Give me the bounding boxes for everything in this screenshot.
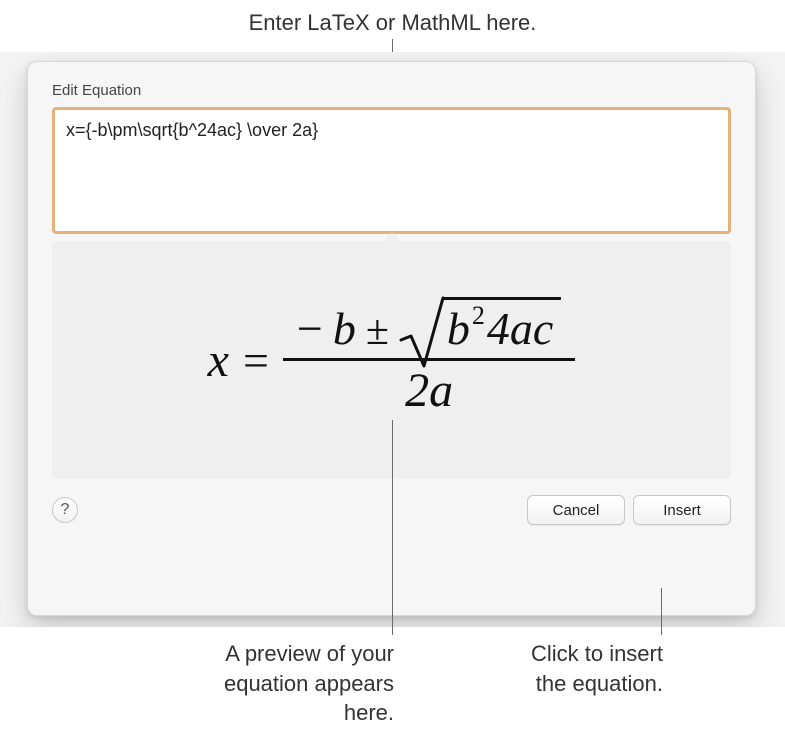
square-root: b24ac <box>399 308 561 352</box>
radicand-rest: 4ac <box>487 306 553 352</box>
callout-preview: A preview of your equation appears here. <box>222 639 394 728</box>
radical-icon <box>399 308 443 352</box>
equation-lhs: x <box>208 333 229 388</box>
latex-input-wrap <box>52 107 731 234</box>
dialog-title: Edit Equation <box>52 82 731 99</box>
radicand-b: b <box>447 306 470 352</box>
fraction: −b ± b24ac <box>283 306 575 415</box>
numerator: −b ± b24ac <box>283 306 575 358</box>
callout-line-preview <box>392 420 393 635</box>
radicand: b24ac <box>443 297 561 352</box>
radicand-exponent: 2 <box>472 303 485 329</box>
insert-button[interactable]: Insert <box>633 495 731 525</box>
latex-input[interactable] <box>56 111 727 225</box>
help-button[interactable]: ? <box>52 497 78 523</box>
preview-nub <box>384 233 400 241</box>
callout-insert: Click to insert the equation. <box>496 639 663 698</box>
minus-sign: − <box>297 306 323 352</box>
callout-top: Enter LaTeX or MathML here. <box>0 8 785 38</box>
equals-sign: = <box>243 334 269 387</box>
callout-line-insert <box>661 588 662 635</box>
rendered-equation: x = −b ± b24ac <box>208 306 576 415</box>
cancel-button[interactable]: Cancel <box>527 495 625 525</box>
plus-minus-sign: ± <box>366 310 389 352</box>
var-b: b <box>333 306 356 352</box>
